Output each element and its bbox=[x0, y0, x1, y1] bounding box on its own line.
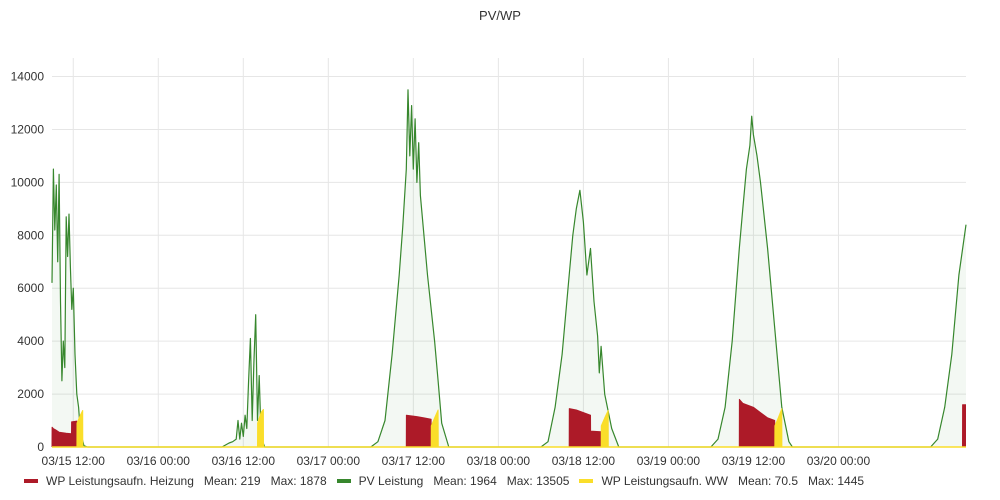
y-tick-label: 10000 bbox=[11, 175, 45, 189]
chart-title: PV/WP bbox=[479, 8, 521, 23]
y-tick-label: 14000 bbox=[11, 70, 45, 84]
y-tick-label: 0 bbox=[37, 440, 44, 454]
x-tick-label: 03/20 00:00 bbox=[807, 454, 871, 468]
legend-label-pv: PV Leistung bbox=[358, 474, 424, 488]
x-tick-label: 03/17 12:00 bbox=[382, 454, 446, 468]
legend-swatch-pv bbox=[336, 479, 351, 483]
series-line-pv bbox=[51, 89, 967, 448]
legend-swatch-heizung bbox=[24, 479, 38, 483]
legend-mean-pv: Mean: 1964 bbox=[433, 474, 497, 488]
legend-swatch-ww bbox=[579, 479, 594, 483]
legend-mean-heizung: Mean: 219 bbox=[203, 474, 261, 488]
x-tick-label: 03/18 00:00 bbox=[467, 454, 531, 468]
x-tick-label: 03/15 12:00 bbox=[42, 454, 106, 468]
x-tick-label: 03/18 12:00 bbox=[552, 454, 616, 468]
x-tick-label: 03/19 00:00 bbox=[637, 454, 701, 468]
legend-max-heizung: Max: 1878 bbox=[270, 474, 327, 488]
series-line-heizung bbox=[51, 398, 966, 448]
legend-label-ww: WP Leistungsaufn. WW bbox=[601, 474, 728, 488]
series-area-pv bbox=[52, 89, 966, 448]
x-tick-label: 03/19 12:00 bbox=[722, 454, 786, 468]
y-tick-label: 8000 bbox=[17, 228, 44, 242]
legend-max-ww: Max: 1445 bbox=[808, 474, 865, 488]
legend-item-heizung[interactable]: WP Leistungsaufn. Heizung Mean: 219 Max:… bbox=[24, 474, 327, 488]
series-area-ww bbox=[76, 408, 782, 447]
chart-plot[interactable]: 0 2000 4000 6000 8000 10000 12000 14000 03/15 12… bbox=[0, 0, 1000, 470]
y-tick-label: 6000 bbox=[17, 281, 44, 295]
legend-mean-ww: Mean: 70.5 bbox=[737, 474, 799, 488]
legend-item-pv[interactable]: PV Leistung Mean: 1964 Max: 13505 bbox=[336, 474, 570, 488]
series-area-heizung bbox=[52, 399, 966, 447]
x-tick-label: 03/17 00:00 bbox=[297, 454, 361, 468]
legend: WP Leistungsaufn. Heizung Mean: 219 Max:… bbox=[24, 474, 874, 488]
x-tick-label: 03/16 00:00 bbox=[127, 454, 191, 468]
y-tick-label: 4000 bbox=[17, 334, 44, 348]
y-tick-label: 12000 bbox=[11, 122, 45, 136]
legend-item-ww[interactable]: WP Leistungsaufn. WW Mean: 70.5 Max: 144… bbox=[579, 474, 864, 488]
y-tick-label: 2000 bbox=[17, 387, 44, 401]
x-tick-label: 03/16 12:00 bbox=[212, 454, 276, 468]
legend-max-pv: Max: 13505 bbox=[506, 474, 570, 488]
legend-label-heizung: WP Leistungsaufn. Heizung bbox=[46, 474, 194, 488]
